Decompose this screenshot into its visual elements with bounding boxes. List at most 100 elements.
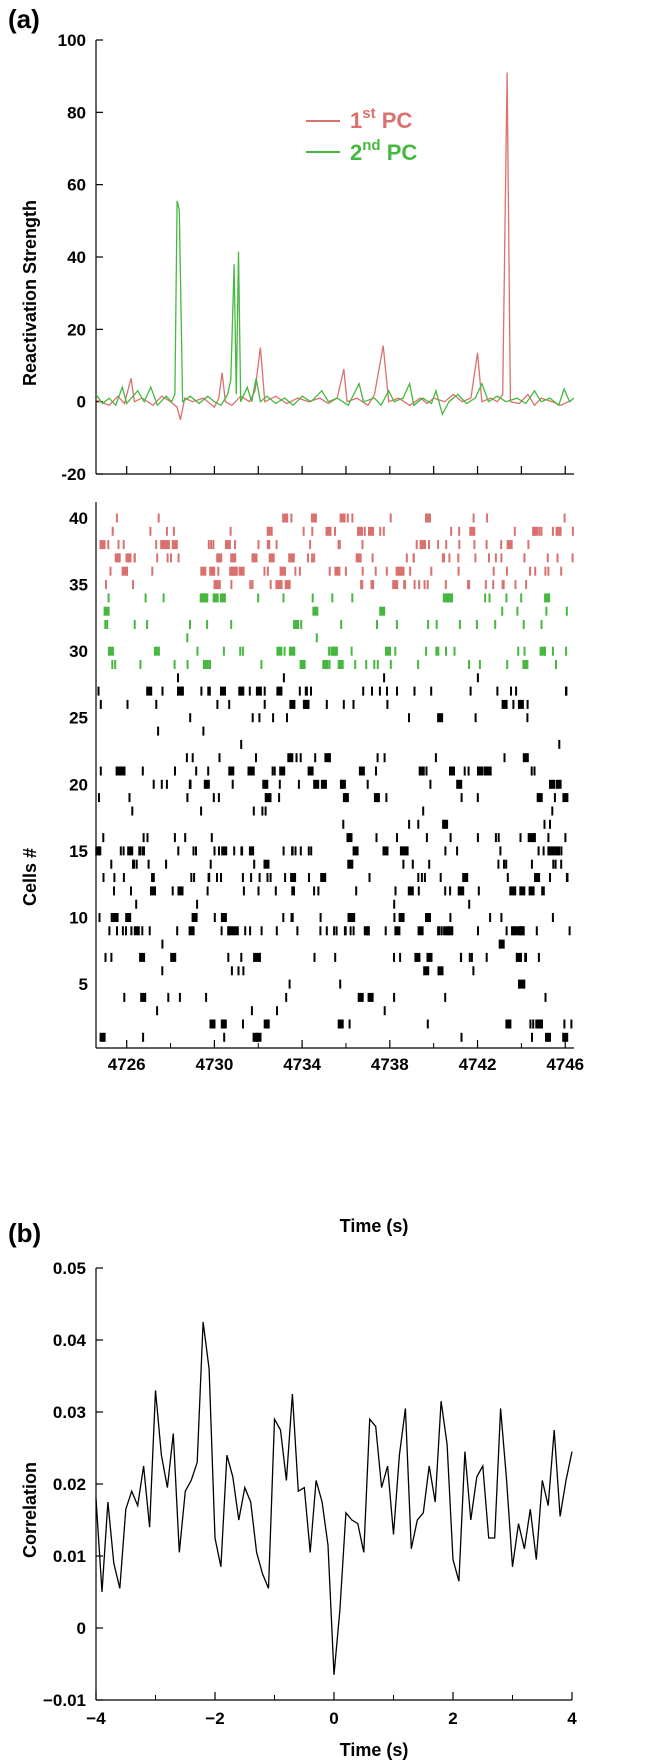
spike-mark-cell-2: [348, 1019, 351, 1029]
spike-mark-cell-22: [434, 753, 437, 763]
spike-mark-cell-5: [288, 979, 291, 989]
spike-mark-cell-21: [207, 766, 210, 776]
correlation-y-tick-label: 0.04: [53, 1331, 87, 1350]
spike-mark-cell-15: [119, 846, 122, 856]
spike-mark-cell-19: [212, 793, 215, 803]
spike-mark-cell-35: [444, 580, 447, 590]
spike-mark-cell-15: [192, 846, 195, 856]
reactivation-y-axis-title: Reactivation Strength: [20, 200, 40, 386]
spike-mark-cell-30: [394, 646, 397, 656]
spike-mark-cell-12: [444, 886, 447, 896]
raster-y-tick-label: 25: [69, 709, 88, 728]
spike-mark-cell-13: [193, 873, 196, 882]
spike-mark-cell-30: [276, 646, 283, 656]
spike-mark-cell-38: [428, 540, 431, 550]
spike-mark-cell-31: [315, 633, 318, 643]
spike-mark-cell-39: [571, 526, 574, 536]
spike-mark-cell-15: [98, 846, 101, 856]
spike-mark-cell-29: [173, 660, 176, 669]
spike-mark-cell-12: [528, 886, 535, 896]
spike-mark-cell-22: [287, 753, 294, 763]
spike-mark-cell-22: [314, 753, 317, 763]
spike-mark-cell-13: [102, 873, 105, 882]
spike-mark-cell-14: [505, 859, 508, 869]
spike-mark-cell-34: [199, 593, 206, 603]
spike-mark-cell-28: [282, 673, 285, 683]
spike-mark-cell-26: [289, 699, 296, 709]
spike-mark-cell-32: [104, 620, 107, 629]
spike-mark-cell-12: [113, 886, 115, 896]
spike-mark-cell-30: [196, 646, 199, 656]
spike-mark-cell-35: [413, 580, 416, 590]
spike-mark-cell-15: [548, 846, 555, 856]
spike-mark-cell-27: [298, 686, 301, 696]
spike-mark-cell-32: [376, 620, 378, 629]
spike-mark-cell-35: [426, 580, 429, 590]
spike-mark-cell-38: [234, 540, 236, 550]
spike-mark-cell-37: [230, 553, 237, 563]
spike-mark-cell-8: [161, 939, 164, 949]
spike-mark-cell-31: [186, 633, 189, 643]
spike-mark-cell-25: [258, 713, 261, 723]
legend-pc1-suffix: PC: [376, 108, 413, 133]
spike-mark-cell-40: [115, 513, 118, 523]
spike-mark-cell-8: [498, 939, 505, 949]
reactivation-y-tick-label: 100: [58, 31, 86, 50]
spike-mark-cell-38: [437, 540, 440, 550]
spike-mark-cell-16: [519, 833, 522, 843]
spike-mark-cell-26: [155, 699, 158, 709]
spike-mark-cell-32: [206, 620, 209, 629]
spike-mark-cell-39: [555, 526, 562, 536]
spike-mark-cell-9: [325, 926, 328, 936]
spike-mark-cell-34: [442, 593, 449, 603]
spike-mark-cell-36: [344, 566, 347, 576]
spike-mark-cell-32: [133, 620, 136, 629]
spike-mark-cell-25: [437, 713, 444, 723]
spike-mark-cell-10: [110, 913, 113, 922]
spike-mark-cell-33: [312, 606, 319, 616]
spike-mark-cell-39: [540, 526, 543, 536]
spike-mark-cell-9: [437, 926, 440, 936]
legend-pc1-number: 1: [350, 108, 362, 133]
spike-mark-cell-10: [425, 913, 431, 922]
spike-mark-cell-33: [501, 606, 504, 616]
spike-mark-cell-20: [456, 779, 463, 789]
spike-mark-cell-29: [417, 660, 420, 669]
spike-mark-cell-21: [483, 766, 490, 776]
spike-mark-cell-27: [220, 686, 226, 696]
spike-mark-cell-1: [142, 1032, 145, 1042]
spike-mark-cell-38: [500, 540, 503, 550]
spike-mark-cell-38: [485, 540, 488, 550]
correlation-x-axis-title: Time (s): [340, 1740, 409, 1760]
spike-mark-cell-9: [477, 926, 479, 936]
spike-mark-cell-27: [255, 686, 262, 696]
spike-mark-cell-36: [361, 566, 364, 576]
spike-mark-cell-29: [376, 660, 379, 669]
spike-mark-cell-36: [328, 566, 331, 576]
spike-mark-cell-3: [383, 1006, 386, 1016]
spike-mark-cell-22: [218, 753, 221, 763]
spike-mark-cell-9: [417, 926, 424, 936]
spike-mark-cell-3: [156, 1006, 159, 1016]
spike-mark-cell-36: [212, 566, 214, 576]
spike-mark-cell-7: [525, 952, 527, 962]
spike-mark-cell-35: [251, 580, 254, 590]
spike-mark-cell-37: [313, 553, 316, 563]
spike-mark-cell-9: [438, 926, 441, 936]
spike-mark-cell-9: [296, 926, 299, 936]
spike-mark-cell-21: [195, 766, 198, 776]
spike-mark-cell-37: [556, 553, 559, 563]
spike-mark-cell-40: [425, 513, 431, 523]
spike-mark-cell-34: [219, 593, 226, 603]
spike-mark-cell-30: [445, 646, 447, 656]
spike-mark-cell-26: [386, 699, 389, 709]
spike-mark-cell-37: [133, 553, 136, 563]
spike-mark-cell-22: [503, 753, 506, 763]
spike-mark-cell-12: [317, 886, 320, 896]
spike-mark-cell-21: [252, 766, 255, 776]
spike-mark-cell-15: [177, 846, 180, 856]
spike-mark-cell-22: [299, 753, 302, 763]
spike-mark-cell-30: [288, 646, 295, 656]
spike-mark-cell-7: [227, 952, 230, 962]
